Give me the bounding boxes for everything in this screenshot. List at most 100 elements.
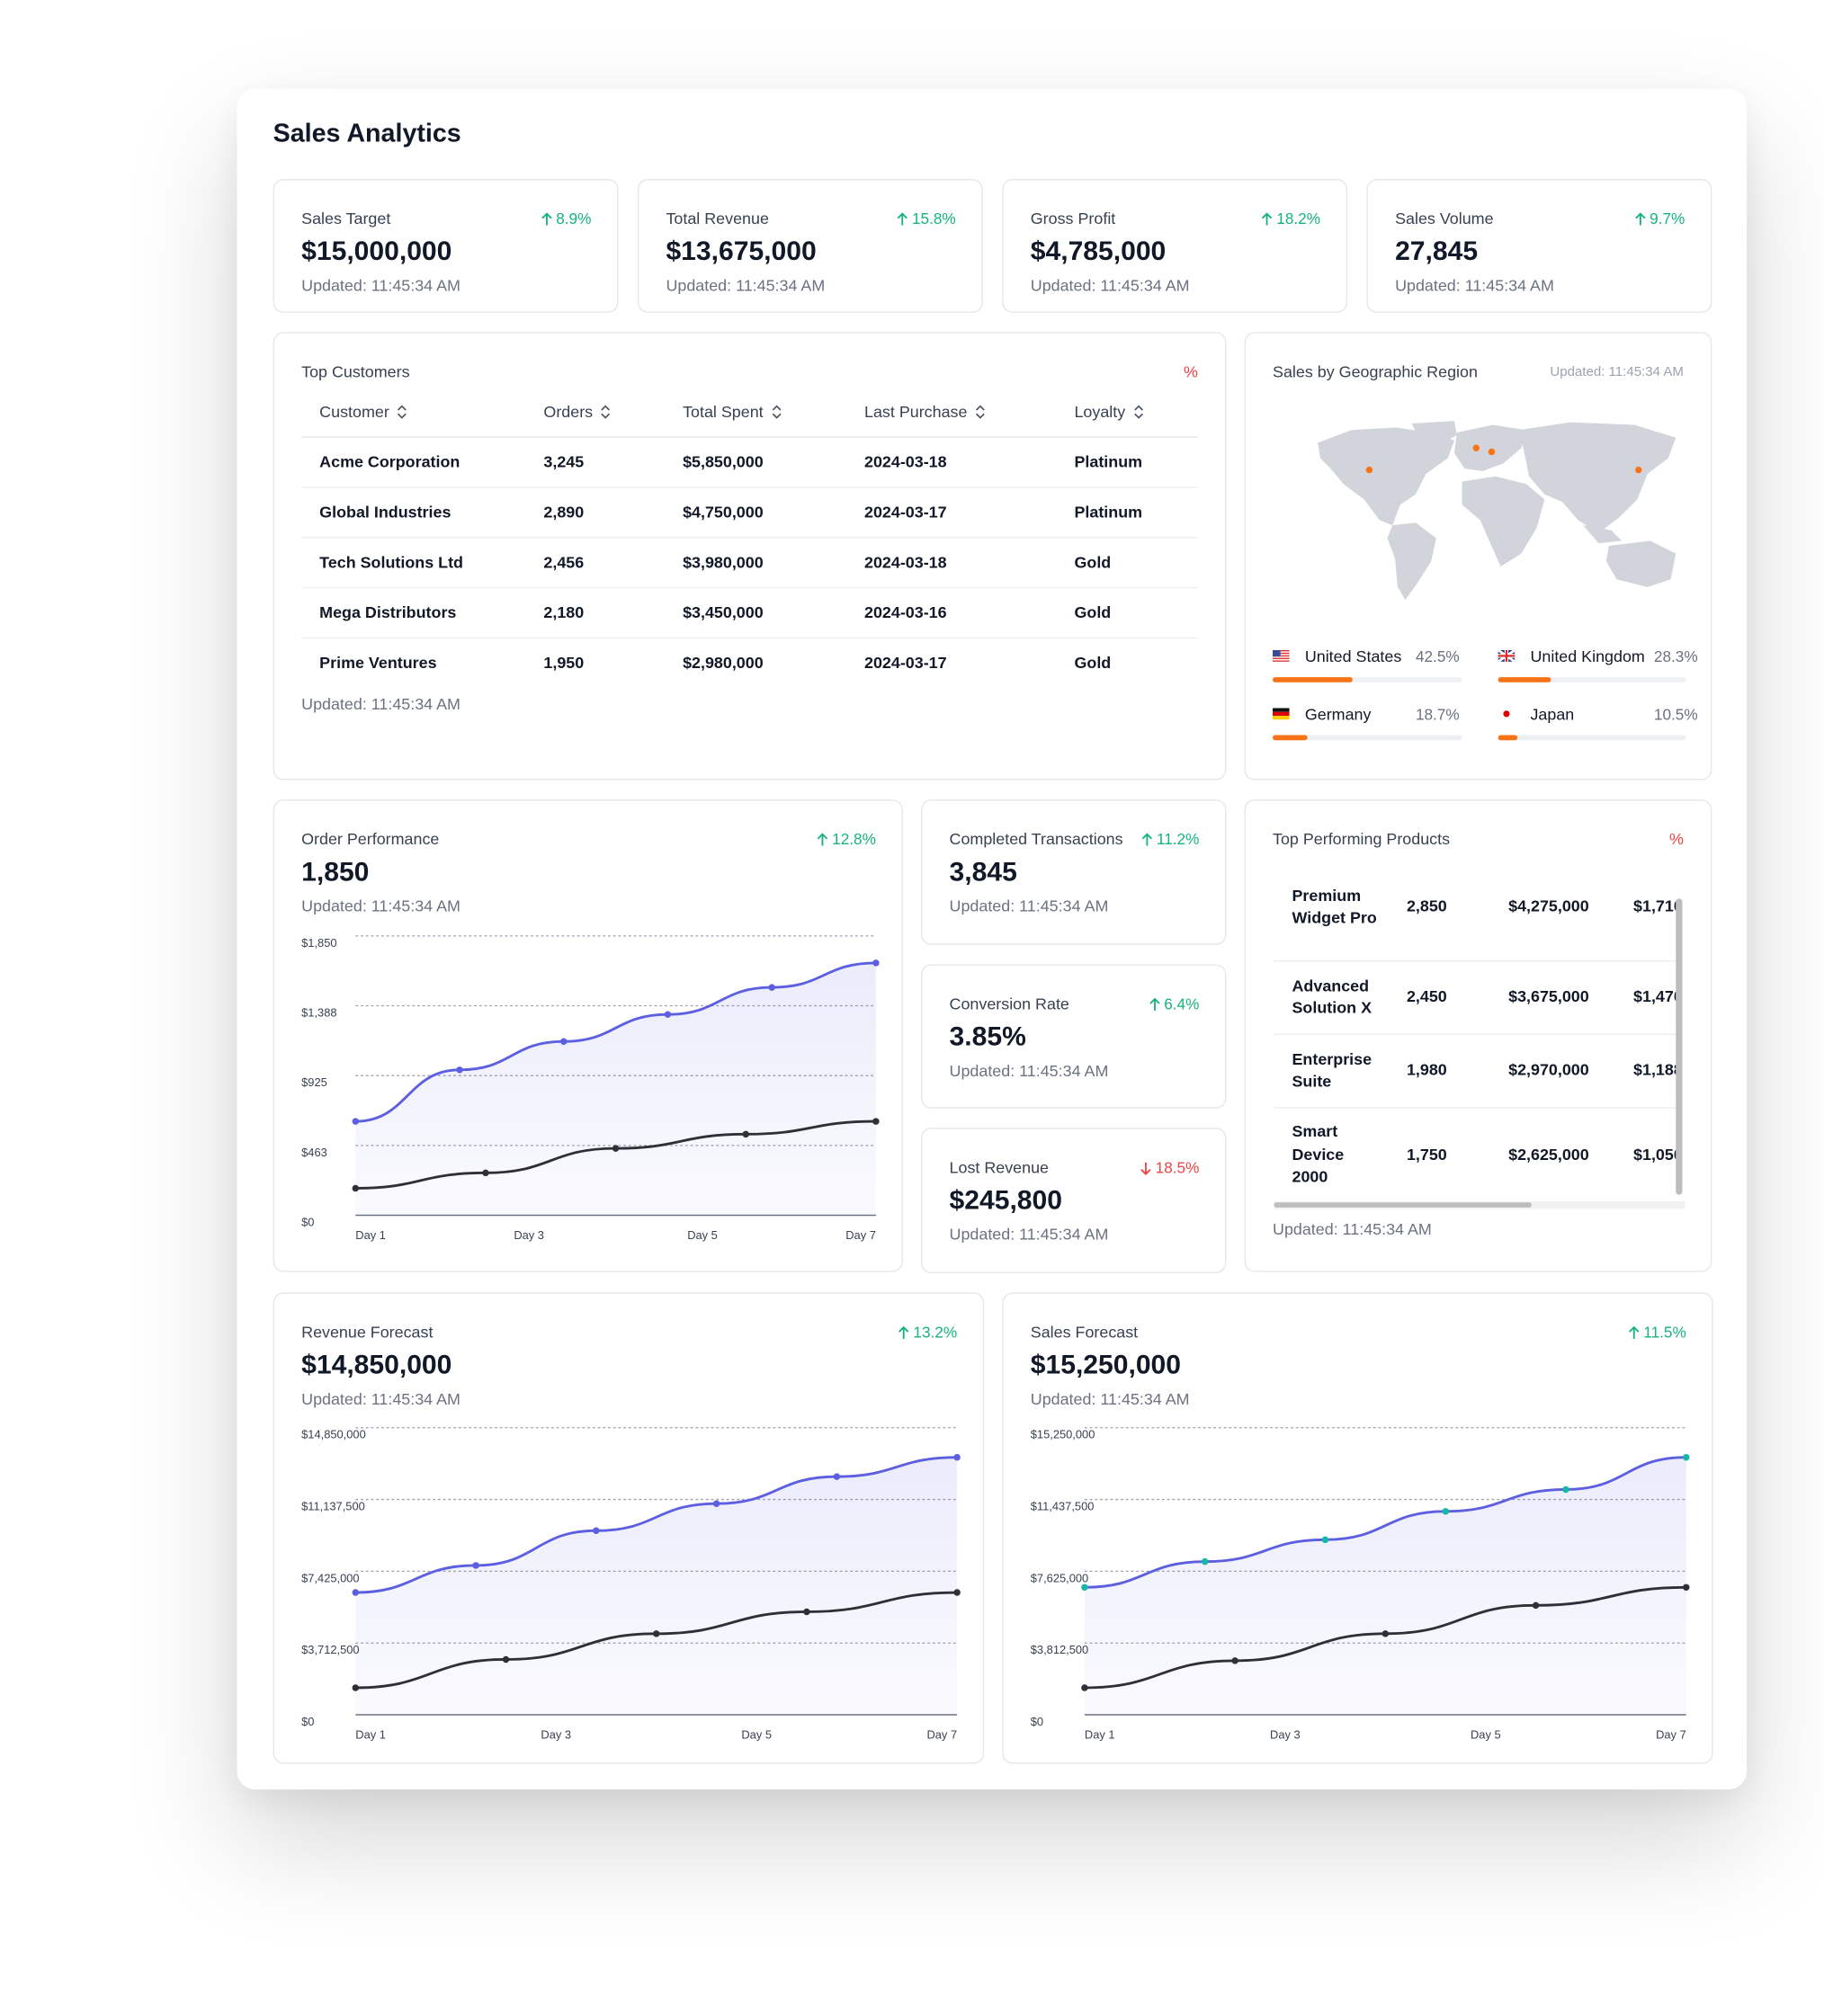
table-cell: $1,470,000 xyxy=(1633,987,1676,1006)
flag xyxy=(1273,708,1290,712)
flag xyxy=(1503,710,1510,718)
change-value: 11.2% xyxy=(1156,830,1200,849)
line-chart: $0 $3,712,500 $7,425,000 $11,137,500 $14,850… xyxy=(301,1427,961,1741)
column-label: Customer xyxy=(319,403,389,422)
country-name: United Kingdom xyxy=(1530,647,1645,666)
column-header[interactable]: Last Purchase xyxy=(864,400,986,424)
point xyxy=(1321,1536,1329,1544)
y-tick-label: $7,625,000 xyxy=(1031,1571,1088,1584)
flag xyxy=(1273,652,1290,655)
point xyxy=(1442,1508,1449,1515)
y-tick-label: $925 xyxy=(301,1075,327,1089)
kpi-card: Sales Volume 9.7% 27,845 Updated: 11:45:34 … xyxy=(1366,179,1712,313)
card-title: Top Customers xyxy=(301,362,410,381)
y-tick-label: $1,388 xyxy=(301,1006,336,1020)
metric-card: Lost Revenue 18.5% $245,800 Updated: 11:45:… xyxy=(921,1128,1227,1273)
table-cell: Acme Corporation xyxy=(319,452,460,472)
column-header[interactable]: Orders xyxy=(543,400,611,424)
point xyxy=(612,1145,620,1152)
card-value: 3,845 xyxy=(949,857,1017,888)
trend-arrow xyxy=(898,1325,909,1339)
y-tick-label: $0 xyxy=(301,1715,314,1728)
point xyxy=(1683,1453,1690,1461)
point xyxy=(1081,1583,1088,1592)
trend-arrow xyxy=(897,211,908,225)
continent xyxy=(1453,424,1527,472)
country-share: 42.5% xyxy=(1415,647,1460,666)
table-cell: 1,750 xyxy=(1406,1145,1447,1164)
sort-chevrons xyxy=(601,405,611,419)
y-tick-label: $3,712,500 xyxy=(301,1643,359,1656)
point xyxy=(482,1169,489,1177)
area xyxy=(355,962,876,1216)
scrollbar-h xyxy=(1274,1202,1532,1208)
card-label: Sales Forecast xyxy=(1030,1323,1139,1342)
card-updated: Updated: 11:45:34 AM xyxy=(301,896,460,915)
card-value: $245,800 xyxy=(949,1185,1062,1216)
point xyxy=(1231,1657,1238,1664)
location-dot xyxy=(1472,444,1480,451)
card-label: Sales Volume xyxy=(1395,210,1494,228)
share-bar xyxy=(1273,677,1354,682)
line xyxy=(1084,1456,1686,1589)
world-map xyxy=(1318,421,1676,601)
change-badge: 18.5% xyxy=(1140,1156,1199,1180)
x-tick-label: Day 3 xyxy=(541,1727,571,1741)
table-cell: $3,675,000 xyxy=(1508,987,1589,1006)
flag xyxy=(1498,650,1516,662)
table-cell: $1,188,000 xyxy=(1633,1061,1676,1080)
table-cell: 2,180 xyxy=(543,603,585,622)
row-divider xyxy=(301,486,1198,488)
card-updated: Updated: 11:45:34 AM xyxy=(949,1225,1109,1244)
y-tick-label: $11,137,500 xyxy=(301,1500,365,1513)
point xyxy=(352,1684,360,1691)
table-cell: 2024-03-17 xyxy=(864,503,947,522)
kpi-card: Total Revenue 15.8% $13,675,000 Updated: 11… xyxy=(637,179,983,313)
table-cell: Mega Distributors xyxy=(319,603,457,622)
column-header[interactable]: Loyalty xyxy=(1074,400,1143,424)
table-cell: $2,625,000 xyxy=(1508,1145,1589,1164)
point xyxy=(712,1500,720,1507)
metric-card: Conversion Rate 6.4% 3.85% Updated: 11:45:3… xyxy=(921,964,1227,1109)
arrow-shape xyxy=(1149,996,1160,1011)
table-cell: Tech Solutions Ltd xyxy=(319,553,463,572)
card-label: Gross Profit xyxy=(1030,210,1116,228)
arrow-shape xyxy=(1261,211,1273,225)
trend-arrow xyxy=(1140,1162,1151,1175)
change-badge: 6.4% xyxy=(1149,993,1199,1016)
point xyxy=(1532,1601,1540,1610)
product-row: Smart Device 2000 1,750 $2,625,000 $1,050,0… xyxy=(1274,1109,1676,1203)
x-tick-label: Day 3 xyxy=(1270,1727,1301,1741)
card-value: $15,000,000 xyxy=(301,236,452,267)
share-track xyxy=(1273,677,1462,682)
card-updated: Updated: 11:45:34 AM xyxy=(949,896,1109,915)
trend-arrow xyxy=(1149,996,1160,1011)
column-header[interactable]: Total Spent xyxy=(683,400,782,424)
product-row: Advanced Solution X 2,450 $3,675,000 $1,470… xyxy=(1274,961,1676,1036)
continent xyxy=(1318,427,1454,526)
column-header[interactable]: Customer xyxy=(319,400,407,424)
point xyxy=(352,1589,360,1596)
change-badge: 12.8% xyxy=(817,828,876,852)
continent xyxy=(1605,540,1676,587)
country-share: 28.3% xyxy=(1653,647,1698,666)
product-row: Premium Widget Pro 2,850 $4,275,000 $1,710,… xyxy=(1274,855,1676,962)
point xyxy=(768,984,775,991)
card-updated: Updated: 11:45:34 AM xyxy=(1030,276,1190,295)
page-title: Sales Analytics xyxy=(273,120,461,148)
trend-arrow xyxy=(1628,1325,1640,1339)
continent xyxy=(1411,421,1457,446)
card-value: $13,675,000 xyxy=(666,236,817,267)
y-tick-label: $3,812,500 xyxy=(1031,1643,1088,1656)
top-products-card: Top Performing Products% Premium Widget P… xyxy=(1244,799,1712,1272)
sort-icon xyxy=(772,405,781,419)
point xyxy=(742,1130,749,1138)
change-value: 6.4% xyxy=(1164,995,1200,1013)
kpi-card: Gross Profit 18.2% $4,785,000 Updated: 11:4… xyxy=(1002,179,1348,313)
change-badge: 11.5% xyxy=(1628,1321,1686,1344)
table-cell: $2,970,000 xyxy=(1508,1061,1589,1080)
table-cell: Premium Widget Pro xyxy=(1292,886,1377,927)
line xyxy=(355,961,876,1123)
country-flag xyxy=(1498,650,1516,662)
